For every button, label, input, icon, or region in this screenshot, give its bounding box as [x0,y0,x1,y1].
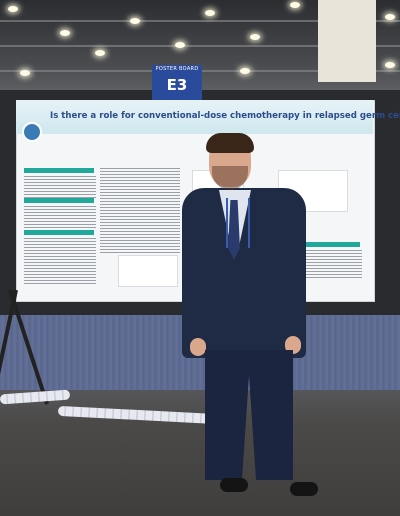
poster-board-sign: POSTER BOARD E3 [152,65,202,101]
ceiling-truss [0,45,400,47]
ceiling-light [8,6,18,12]
ceiling-light [95,50,105,56]
poster-section-header [24,198,94,203]
pillar [318,0,376,82]
hair [206,133,254,153]
ceiling-light [250,34,260,40]
right-hand [285,336,301,354]
poster-table [100,168,180,253]
poster-title: Is there a role for conventional-dose ch… [50,111,400,121]
ceiling-light [130,18,140,24]
poster-header-band [16,100,373,134]
left-shoe [220,478,248,492]
poster-chart [118,255,178,287]
ceiling-light [290,2,300,8]
hospital-logo-icon [22,122,42,142]
necktie [228,200,240,260]
board-sign-label: POSTER BOARD [155,66,199,72]
ceiling-light [175,42,185,48]
poster-text-block [300,250,362,280]
lanyard [226,198,250,248]
ceiling-truss [0,20,400,22]
ceiling-light [20,70,30,76]
poster-section-header [300,242,360,247]
poster-text-block [24,238,96,284]
ceiling-light [205,10,215,16]
ceiling-light [385,14,395,20]
ceiling-light [60,30,70,36]
poster-text-block [24,176,96,198]
ceiling-light [385,62,395,68]
ceiling-light [240,68,250,74]
poster-text-block [24,206,96,228]
poster-section-header [24,230,94,235]
right-shoe [290,482,318,496]
left-hand [190,338,206,356]
poster-section-header [24,168,94,173]
board-sign-code: E3 [166,76,188,94]
